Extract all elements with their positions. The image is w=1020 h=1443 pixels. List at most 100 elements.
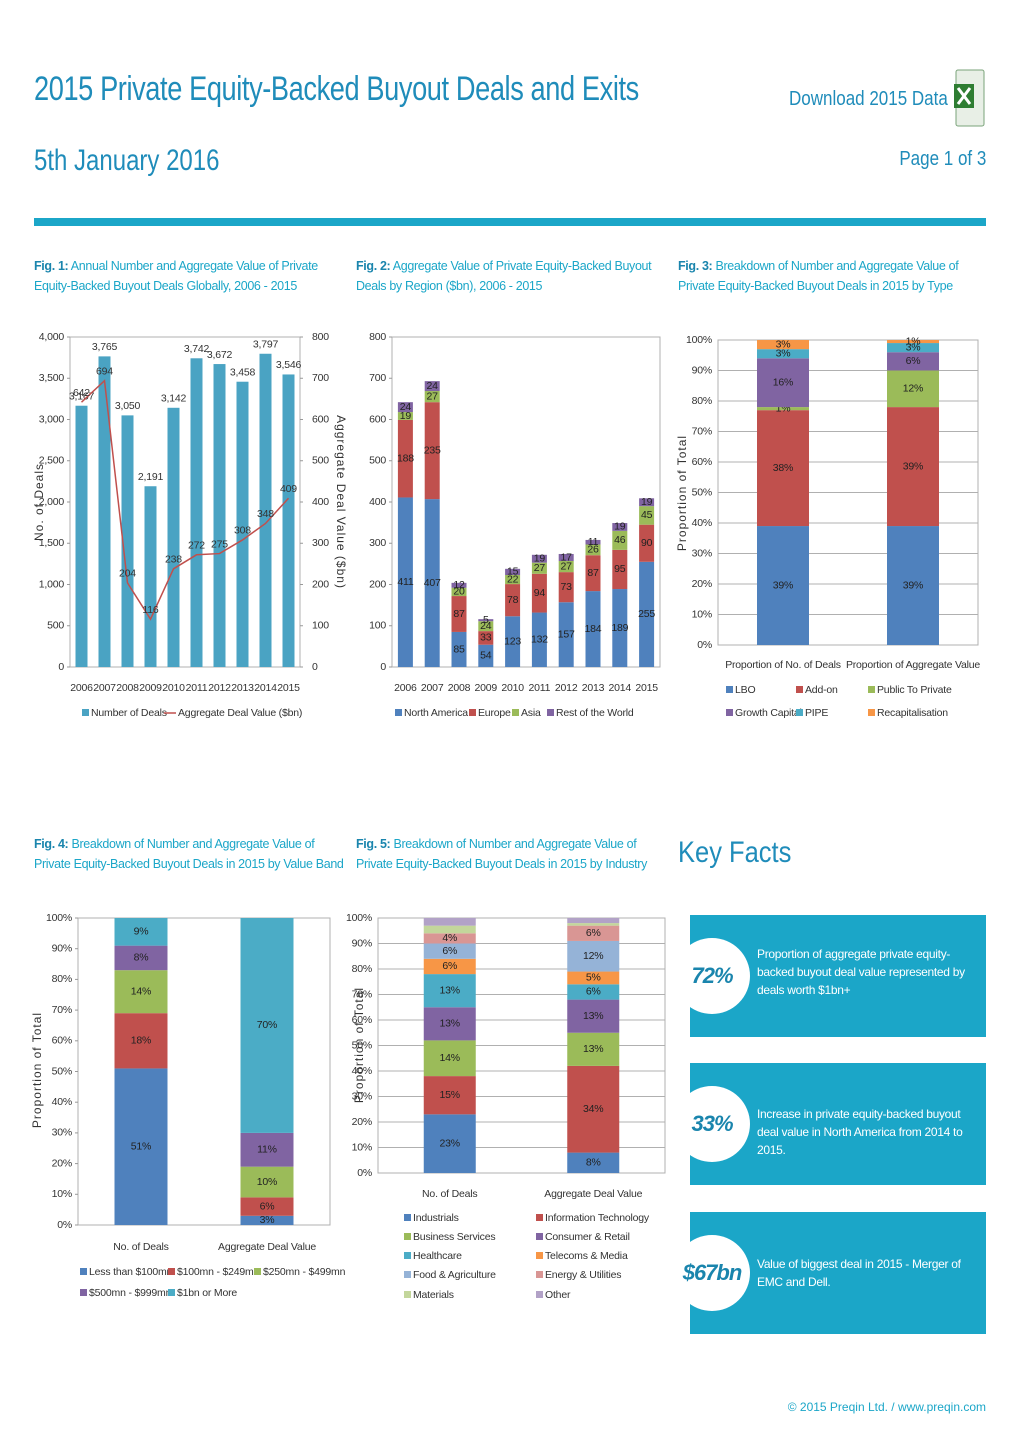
legend-label: Europe — [478, 707, 511, 719]
data-label: 13% — [583, 1010, 603, 1022]
y-tick-label: 400 — [369, 496, 386, 508]
data-label: 184 — [585, 623, 602, 635]
bar-segment — [757, 340, 809, 350]
legend-label: Asia — [521, 707, 541, 719]
bar-segment — [567, 984, 620, 1000]
bar-segment — [478, 644, 494, 667]
legend-label: Telecoms & Media — [545, 1250, 628, 1262]
bar-segment — [585, 539, 601, 545]
legend-label: Growth Capital — [735, 707, 802, 719]
data-label: 33 — [480, 632, 492, 644]
download-link[interactable]: Download 2015 Data — [789, 88, 948, 110]
legend-swatch — [80, 1268, 87, 1275]
bar-segment — [423, 974, 476, 1008]
y-tick-label: 70% — [52, 1004, 72, 1016]
data-label: 70% — [257, 1019, 277, 1031]
data-label: 34% — [583, 1103, 603, 1115]
bar — [75, 405, 88, 667]
y-tick-label: 100% — [346, 912, 372, 924]
bar-segment — [567, 1032, 620, 1066]
legend-label: Industrials — [413, 1212, 459, 1224]
legend-swatch — [536, 1252, 543, 1259]
y-tick-label: 30% — [352, 1090, 372, 1102]
bar-segment — [887, 340, 939, 344]
fact-text: Increase in private equity-backed buyout… — [757, 1107, 963, 1157]
data-label: 27 — [561, 560, 573, 572]
fact-figure: 33% — [674, 1086, 750, 1162]
data-label: 3% — [906, 341, 921, 353]
data-label: 19 — [614, 521, 626, 533]
fact-figure: $67bn — [674, 1235, 750, 1311]
data-label: 3% — [260, 1214, 275, 1226]
x-tick-label: 2008 — [116, 682, 139, 694]
data-label: 3,742 — [184, 343, 210, 355]
bar-segment — [558, 602, 574, 667]
data-label: 308 — [234, 525, 251, 537]
bar-segment — [567, 999, 620, 1033]
bar-segment — [451, 582, 467, 588]
bar — [282, 374, 295, 667]
y-tick-label: 50% — [692, 486, 712, 498]
data-label: 3,546 — [276, 359, 302, 371]
data-label: 238 — [165, 554, 182, 566]
legend-label: Public To Private — [877, 684, 952, 696]
bar-segment — [505, 584, 521, 617]
data-label: 27 — [534, 562, 546, 574]
bar — [144, 486, 157, 667]
x-tick-label: Aggregate Deal Value — [218, 1241, 316, 1253]
data-label: 188 — [397, 452, 414, 464]
bar-segment — [531, 562, 547, 574]
bar — [236, 381, 249, 667]
data-label: 54 — [480, 650, 492, 662]
data-label: 3,050 — [115, 400, 141, 412]
legend-swatch — [469, 709, 476, 716]
bar-segment — [397, 497, 413, 667]
bar-segment — [639, 506, 655, 525]
bar-segment — [114, 1013, 168, 1069]
figure-title: Annual Number and Aggregate Value of Pri… — [34, 259, 318, 293]
y-tick-label: 700 — [312, 372, 329, 384]
x-tick-label: 2012 — [555, 682, 578, 694]
bar-segment — [505, 616, 521, 667]
fact-text: Value of biggest deal in 2015 - Merger o… — [757, 1257, 961, 1289]
data-label: 2,191 — [138, 471, 164, 483]
legend-swatch — [868, 686, 875, 693]
data-label: 12% — [583, 950, 603, 962]
y-tick-label: 500 — [47, 620, 64, 632]
y-tick-label: 0 — [380, 661, 386, 673]
bar-segment — [451, 587, 467, 597]
legend-label: $250mn - $499mn — [263, 1266, 346, 1278]
legend-swatch — [726, 686, 733, 693]
legend-swatch — [796, 709, 803, 716]
data-label: 13% — [440, 1018, 460, 1030]
bar-segment — [567, 1152, 620, 1173]
data-label: 23% — [440, 1137, 460, 1149]
x-tick-label: 2012 — [208, 682, 231, 694]
data-label: 16% — [773, 376, 793, 388]
figure-title: Aggregate Value of Private Equity-Backed… — [356, 259, 652, 293]
bar-segment — [240, 1215, 294, 1225]
legend-label: Business Services — [413, 1231, 495, 1243]
figure-title: Breakdown of Number and Aggregate Value … — [678, 259, 959, 293]
y-tick-label: 30% — [692, 547, 712, 559]
bar-segment — [114, 1068, 168, 1225]
excel-icon[interactable] — [954, 69, 985, 127]
data-label: 189 — [611, 622, 628, 634]
bar-segment — [612, 589, 628, 667]
data-label: 13% — [440, 984, 460, 996]
bar-segment — [423, 943, 476, 959]
figure-label: Fig. 3: — [678, 259, 713, 273]
legend-swatch — [254, 1268, 261, 1275]
page-title: 2015 Private Equity-Backed Buyout Deals … — [34, 70, 639, 108]
legend-label: $500mn - $999mn — [89, 1287, 172, 1299]
bar-segment — [451, 631, 467, 667]
x-tick-label: Proportion of Aggregate Value — [846, 659, 980, 671]
legend-swatch — [168, 1289, 175, 1296]
figure-label: Fig. 1: — [34, 259, 69, 273]
data-label: 411 — [397, 576, 413, 588]
bar-segment — [505, 568, 521, 576]
legend-swatch — [168, 1268, 175, 1275]
x-tick-label: 2010 — [162, 682, 185, 694]
